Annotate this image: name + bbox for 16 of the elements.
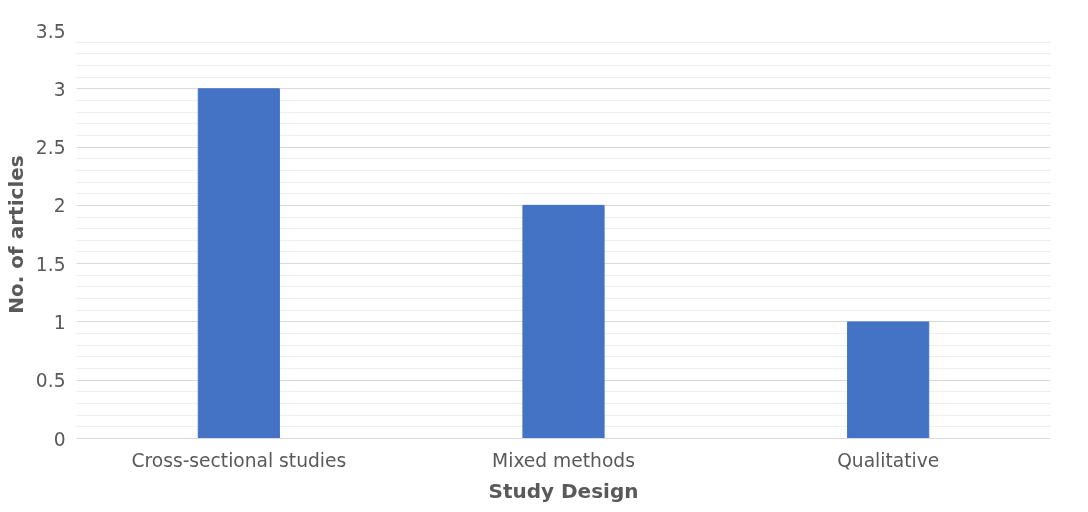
x-tick-label: Cross-sectional studies [131,449,347,471]
y-tick-label: 2.5 [35,137,66,159]
y-tick-label: 3.5 [35,20,66,42]
y-tick-label: 1.5 [35,253,66,275]
bar [522,204,605,439]
x-tick-label: Mixed methods [492,449,635,471]
x-axis-title: Study Design [488,478,639,503]
y-tick-label: 3 [53,78,66,100]
x-tick-label: Qualitative [837,449,940,471]
bar [847,321,930,439]
y-tick-label: 0.5 [35,370,66,392]
bar [197,88,280,439]
y-tick-label: 1 [53,311,66,333]
y-axis-title: No. of articles [3,155,28,314]
y-tick-label: 0 [53,428,66,450]
y-tick-label: 2 [53,195,66,217]
